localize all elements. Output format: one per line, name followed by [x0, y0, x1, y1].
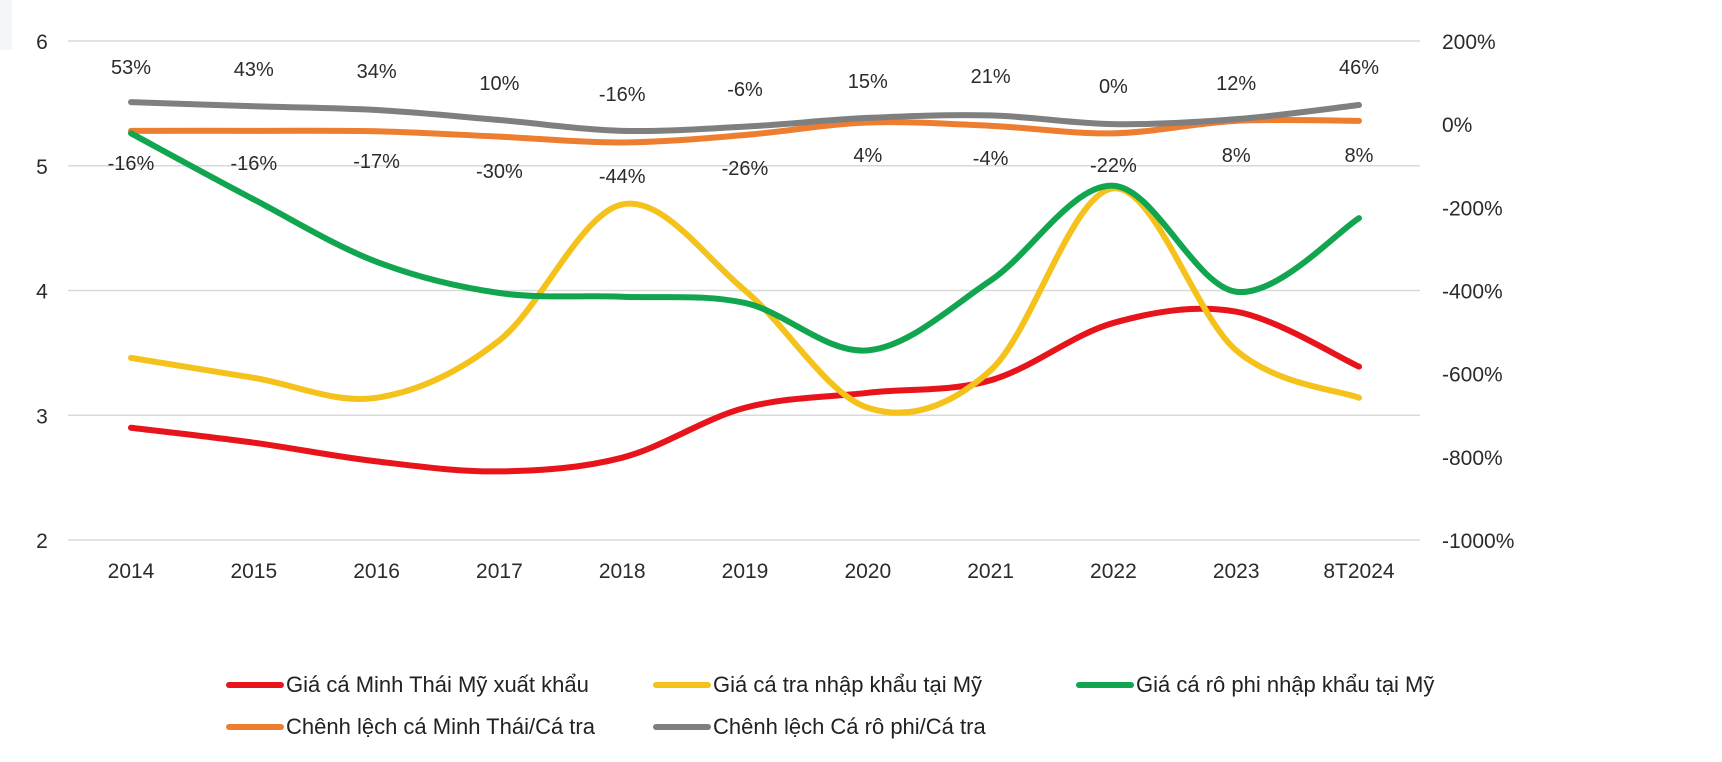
data-label-minh-thai-spread: -16% — [108, 153, 155, 175]
data-label-minh-thai-spread: 8% — [1222, 145, 1251, 167]
legend-label: Giá cá rô phi nhập khẩu tại Mỹ — [1136, 672, 1435, 697]
left-axis-ticks: 2 3 4 5 6 — [36, 31, 48, 553]
data-label-minh-thai-spread: -30% — [476, 161, 523, 183]
right-axis-tick-label: 200% — [1442, 31, 1496, 54]
right-axis-tick-label: 0% — [1442, 114, 1472, 137]
series-line-gia-ca-minh-thai-my-xuat-khau — [128, 305, 1362, 475]
data-label-tilapia-spread: -6% — [727, 79, 763, 101]
data-label-minh-thai-spread: 4% — [853, 145, 882, 167]
legend-item-tilapia-import: Giá cá rô phi nhập khẩu tại Mỹ — [1076, 672, 1434, 698]
left-axis-tick-label: 6 — [36, 31, 48, 54]
x-axis-tick-label: 2022 — [1090, 560, 1137, 583]
legend: Giá cá Minh Thái Mỹ xuất khẩu Giá cá tra… — [0, 660, 1722, 760]
data-label-minh-thai-spread: -44% — [599, 166, 646, 188]
legend-swatch — [226, 682, 284, 688]
series-line-gia-ca-ro-phi-nhap-khau-tai-my — [128, 130, 1362, 354]
x-axis-tick-label: 2015 — [230, 560, 277, 583]
legend-label: Giá cá Minh Thái Mỹ xuất khẩu — [286, 672, 589, 697]
legend-item-minh-thai-export: Giá cá Minh Thái Mỹ xuất khẩu — [226, 672, 589, 698]
data-label-minh-thai-spread: -26% — [722, 158, 769, 180]
line-chart: 2 3 4 5 6 200% 0% -200% -400% -600% -800% -1000% 2… — [36, 31, 1514, 583]
x-axis-tick-label: 2018 — [599, 560, 646, 583]
legend-item-tilapia-spread: Chênh lệch Cá rô phi/Cá tra — [653, 714, 986, 740]
data-label-tilapia-spread: -16% — [599, 84, 646, 106]
right-axis-tick-label: -200% — [1442, 197, 1503, 220]
legend-label: Chênh lệch cá Minh Thái/Cá tra — [286, 714, 595, 739]
legend-swatch — [653, 682, 711, 688]
series-line-chenh-lech-ca-minh-thai-ca-tra — [128, 116, 1362, 146]
x-axis-tick-label: 2016 — [353, 560, 400, 583]
data-label-tilapia-spread: 21% — [971, 66, 1011, 88]
legend-swatch — [653, 724, 711, 730]
data-label-minh-thai-spread: 8% — [1345, 145, 1374, 167]
right-axis-tick-label: -600% — [1442, 364, 1503, 387]
x-axis-tick-label: 2017 — [476, 560, 523, 583]
x-axis-ticks: 2014 2015 2016 2017 2018 2019 2020 2021 2022 2023… — [108, 560, 1395, 583]
x-axis-tick-label: 2021 — [967, 560, 1014, 583]
legend-item-pangasius-import: Giá cá tra nhập khẩu tại Mỹ — [653, 672, 982, 698]
left-axis-tick-label: 5 — [36, 156, 48, 179]
data-label-minh-thai-spread: -16% — [230, 153, 277, 175]
corner-shade — [0, 0, 12, 50]
legend-label: Giá cá tra nhập khẩu tại Mỹ — [713, 672, 983, 697]
right-axis-tick-label: -400% — [1442, 281, 1503, 304]
data-label-tilapia-spread: 12% — [1216, 73, 1256, 95]
legend-swatch — [226, 724, 284, 730]
right-axis-ticks: 200% 0% -200% -400% -600% -800% -1000% — [1442, 31, 1514, 553]
legend-item-minh-thai-spread: Chênh lệch cá Minh Thái/Cá tra — [226, 714, 595, 740]
data-label-tilapia-spread: 34% — [357, 61, 397, 83]
series-line-chenh-lech-ca-ro-phi-ca-tra — [128, 99, 1362, 135]
data-label-tilapia-spread: 43% — [234, 59, 274, 81]
data-labels: 53% 43% 34% 10% -16% -6% 15% 21% 0% 12% 46% -16% -16… — [108, 57, 1380, 188]
data-label-tilapia-spread: 10% — [479, 73, 519, 95]
data-label-tilapia-spread: 15% — [848, 71, 888, 93]
data-label-minh-thai-spread: -4% — [973, 148, 1009, 170]
legend-swatch — [1076, 682, 1134, 688]
series-lines — [128, 99, 1362, 475]
x-axis-tick-label: 2020 — [844, 560, 891, 583]
data-label-tilapia-spread: 0% — [1099, 76, 1128, 98]
right-axis-tick-label: -800% — [1442, 447, 1503, 470]
x-axis-tick-label: 8T2024 — [1323, 560, 1395, 583]
legend-label: Chênh lệch Cá rô phi/Cá tra — [713, 714, 986, 739]
data-label-minh-thai-spread: -22% — [1090, 155, 1137, 177]
left-axis-tick-label: 4 — [36, 281, 48, 304]
right-axis-tick-label: -1000% — [1442, 530, 1514, 553]
x-axis-tick-label: 2019 — [722, 560, 769, 583]
data-label-tilapia-spread: 46% — [1339, 57, 1379, 79]
data-label-tilapia-spread: 53% — [111, 57, 151, 79]
x-axis-tick-label: 2023 — [1213, 560, 1260, 583]
x-axis-tick-label: 2014 — [108, 560, 155, 583]
left-axis-tick-label: 2 — [36, 530, 48, 553]
data-label-minh-thai-spread: -17% — [353, 151, 400, 173]
left-axis-tick-label: 3 — [36, 405, 48, 428]
